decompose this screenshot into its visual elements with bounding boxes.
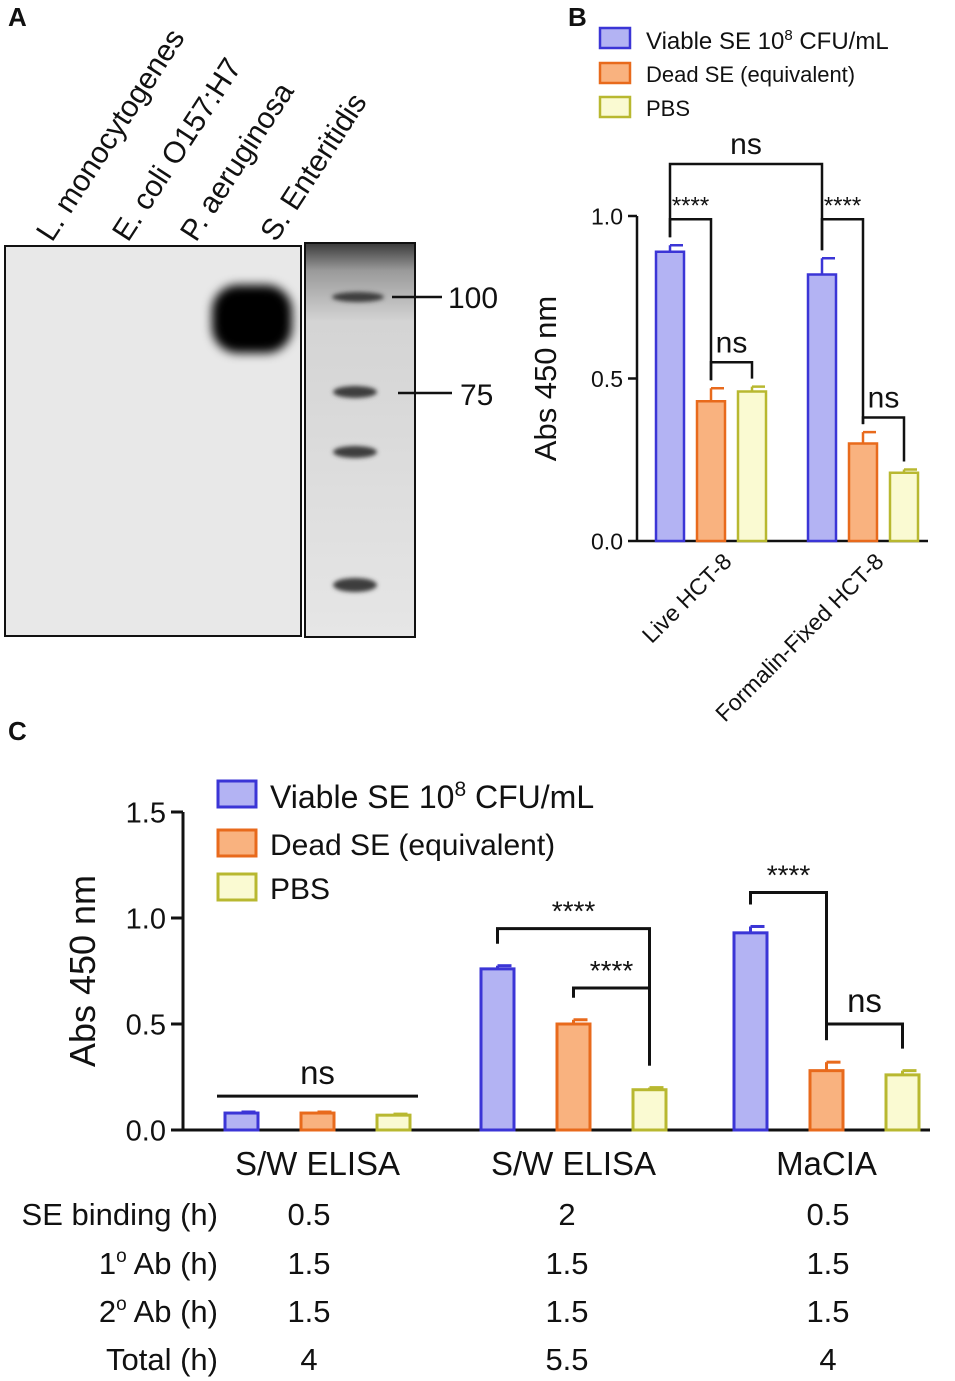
bar [631, 1088, 668, 1132]
legend-swatch-viable [598, 26, 632, 50]
table-cell: 1.5 [545, 1294, 588, 1329]
ladder-band [333, 386, 377, 398]
ladder-band [332, 292, 384, 302]
table-cell: 1.5 [287, 1246, 330, 1281]
bar [223, 1111, 260, 1132]
x-category-label: Live HCT-8 [637, 548, 737, 648]
significance-bracket [825, 1022, 904, 1049]
significance-label: ns [730, 128, 762, 161]
bar [732, 931, 769, 1132]
bar [806, 273, 838, 543]
significance-label: ns [868, 382, 900, 415]
bar [888, 471, 920, 543]
marker-75-label: 75 [460, 379, 493, 412]
y-axis-label: Abs 450 nm [62, 875, 103, 1067]
significance-bracket [572, 986, 651, 1066]
table-cell: 0.5 [806, 1197, 849, 1232]
y-tick-label: 0.5 [126, 1009, 166, 1041]
table-cell: 1.5 [287, 1294, 330, 1329]
y-tick-label: 0.0 [126, 1115, 166, 1147]
table-row-label: 2o Ab (h) [99, 1294, 218, 1329]
significance-bracket [861, 416, 906, 462]
significance-label: **** [590, 955, 634, 986]
table-row-label: Total (h) [106, 1342, 218, 1377]
bar [884, 1073, 921, 1132]
ladder-band [333, 446, 377, 458]
table-cell: 4 [300, 1342, 317, 1377]
legend-label-dead: Dead SE (equivalent) [646, 62, 855, 87]
panel-c-letter: C [8, 716, 27, 746]
legend-label-dead: Dead SE (equivalent) [270, 829, 555, 862]
significance-label: **** [672, 192, 709, 219]
panel-c-legend: Viable SE 108 CFU/mL Dead SE (equivalent… [216, 778, 594, 906]
table-cell: 1.5 [806, 1294, 849, 1329]
x-category-label: MaCIA [776, 1145, 877, 1182]
y-tick-label: 0.5 [591, 366, 623, 392]
significance-label: **** [552, 896, 596, 927]
legend-label-viable: Viable SE 108 CFU/mL [646, 27, 889, 55]
table-cell: 0.5 [287, 1197, 330, 1232]
bar [847, 442, 879, 543]
x-category-label: S/W ELISA [235, 1145, 400, 1182]
table-cell: 1.5 [806, 1246, 849, 1281]
legend-label-pbs: PBS [270, 873, 330, 906]
bar [375, 1113, 412, 1132]
panel-a-letter: A [8, 2, 27, 32]
significance-bracket [668, 162, 824, 251]
legend-swatch-pbs [598, 95, 632, 119]
bar [654, 250, 686, 543]
bar [555, 1022, 592, 1132]
panel-b-letter: B [568, 2, 587, 32]
panel-c-plot: 0.0 0.5 1.0 1.5 Abs 450 nm S/W ELISA S/W ELISA… [62, 797, 930, 1182]
protocol-table: SE binding (h) 1o Ab (h) 2o Ab (h) Total… [22, 1197, 850, 1377]
y-axis-label: Abs 450 nm [528, 296, 563, 461]
legend-swatch-dead [216, 828, 258, 858]
x-category-label: S/W ELISA [491, 1145, 656, 1182]
panel-b-legend: Viable SE 108 CFU/mL Dead SE (equivalent… [598, 26, 889, 121]
legend-swatch-viable [216, 779, 258, 809]
bar [808, 1069, 845, 1132]
legend-swatch-dead [598, 61, 632, 85]
table-row-label: SE binding (h) [22, 1197, 218, 1232]
legend-label-viable: Viable SE 108 CFU/mL [270, 778, 594, 815]
y-tick-label: 0.0 [591, 528, 623, 554]
panel-a: A L. monocytogenes E. coli O157:H7 P. ae… [4, 2, 498, 638]
significance-label: ns [847, 982, 882, 1019]
ladder-band [333, 578, 377, 592]
bar [479, 967, 516, 1132]
lane-labels: L. monocytogenes E. coli O157:H7 P. aeru… [30, 23, 373, 247]
ladder-bands [332, 292, 384, 592]
y-tick-label: 1.5 [126, 797, 166, 829]
table-cell: 5.5 [545, 1342, 588, 1377]
table-cell: 4 [819, 1342, 836, 1377]
significance-label: **** [824, 192, 861, 219]
significance-bracket [668, 218, 713, 381]
blot-band [212, 285, 292, 353]
table-row-label: 1o Ab (h) [99, 1246, 218, 1281]
bar [695, 400, 727, 543]
marker-100-label: 100 [448, 282, 498, 315]
significance-label: **** [767, 860, 811, 891]
panel-b-plot: 0.0 0.5 1.0 Abs 450 nm Live HCT-8Formalin-Fi… [528, 128, 928, 726]
y-tick-label: 1.0 [126, 903, 166, 935]
panel-b: B Viable SE 108 CFU/mL Dead SE (equivale… [528, 2, 928, 726]
bar [299, 1111, 336, 1132]
significance-label: ns [716, 326, 748, 359]
legend-swatch-pbs [216, 872, 258, 902]
significance-label: ns [300, 1054, 335, 1091]
panel-c: C Viable SE 108 CFU/mL Dead SE (equivale… [8, 716, 930, 1377]
legend-label-pbs: PBS [646, 96, 690, 121]
bar [736, 390, 768, 543]
y-tick-label: 1.0 [591, 203, 623, 229]
significance-bracket [709, 361, 754, 381]
table-cell: 1.5 [545, 1246, 588, 1281]
x-category-label: Formalin-Fixed HCT-8 [710, 548, 888, 726]
table-cell: 2 [558, 1197, 575, 1232]
significance-bracket [820, 218, 865, 425]
significance-bracket [749, 891, 828, 1041]
ladder-strip [304, 242, 416, 638]
